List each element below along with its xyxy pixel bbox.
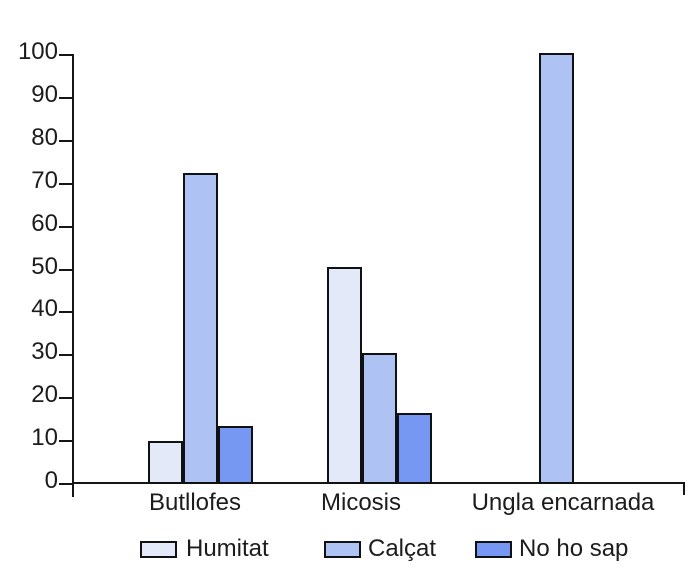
y-tick-label: 40	[31, 295, 58, 323]
bar-calçat	[183, 172, 218, 484]
y-tick	[59, 397, 74, 400]
legend-swatch-no-ho-sap	[475, 541, 512, 558]
category-label: Butllofes	[148, 489, 242, 516]
y-tick	[59, 96, 74, 99]
bar-no-ho-sap	[218, 426, 253, 484]
bar-calçat	[362, 353, 397, 484]
bar-humitat	[148, 441, 183, 484]
y-tick-label: 10	[31, 424, 58, 452]
legend-label: Humitat	[186, 535, 269, 562]
y-tick-label: 80	[31, 123, 58, 151]
y-tick	[59, 54, 74, 56]
category-label: Ungla encarnada	[471, 489, 655, 516]
y-tick-label: 0	[44, 467, 58, 494]
y-tick	[59, 440, 74, 443]
y-tick	[59, 354, 74, 357]
category-label: Micosis	[320, 489, 402, 516]
y-tick	[59, 311, 74, 314]
y-tick-label: 50	[31, 252, 58, 280]
y-tick	[59, 225, 74, 228]
y-tick	[59, 139, 74, 142]
y-tick-label: 60	[31, 209, 58, 237]
legend-label: Calçat	[368, 535, 437, 562]
bar-no-ho-sap	[397, 413, 432, 484]
y-tick-label: 90	[31, 80, 58, 108]
y-tick	[59, 268, 74, 271]
legend-swatch-humitat	[140, 541, 177, 558]
x-axis-end-tick	[683, 482, 685, 495]
y-tick	[59, 182, 74, 185]
legend-label: No ho sap	[519, 535, 629, 562]
y-tick-label: 100	[17, 38, 58, 65]
legend-swatch-calçat	[324, 541, 361, 558]
y-tick	[59, 483, 74, 485]
bar-calçat	[539, 52, 574, 484]
y-tick-label: 70	[31, 166, 58, 194]
y-axis-line	[72, 55, 74, 497]
bar-humitat	[327, 267, 362, 484]
y-tick-label: 30	[31, 338, 58, 366]
y-tick-label: 20	[31, 381, 58, 409]
